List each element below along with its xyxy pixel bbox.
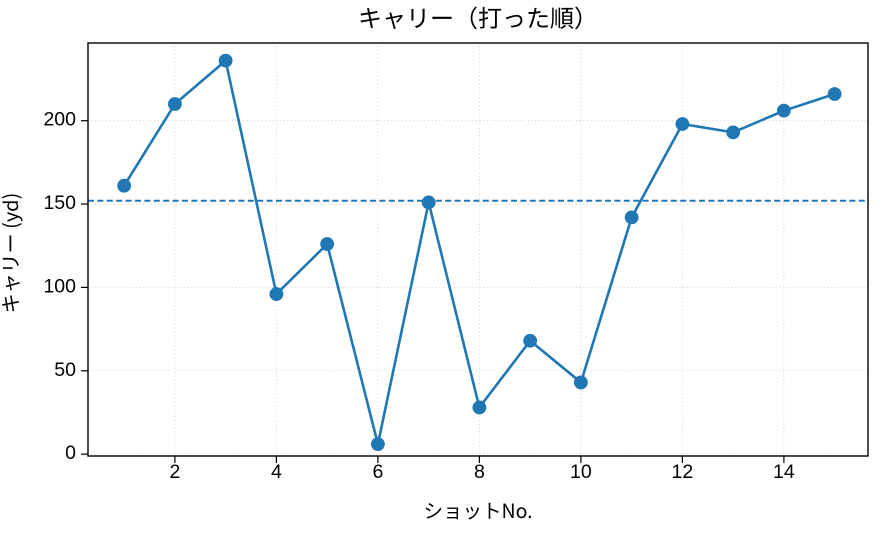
svg-text:ショットNo.: ショットNo. <box>423 495 532 524</box>
svg-text:キャリー（打った順）: キャリー（打った順） <box>358 0 598 34</box>
svg-text:10: 10 <box>570 461 592 483</box>
svg-text:150: 150 <box>43 192 76 214</box>
svg-text:6: 6 <box>372 461 383 483</box>
svg-text:キャリー (yd): キャリー (yd) <box>0 193 24 314</box>
svg-text:4: 4 <box>271 461 282 483</box>
svg-text:12: 12 <box>672 461 694 483</box>
svg-text:50: 50 <box>54 359 76 381</box>
svg-text:2: 2 <box>169 461 180 483</box>
svg-text:200: 200 <box>43 109 76 131</box>
svg-text:14: 14 <box>773 461 795 483</box>
svg-text:100: 100 <box>43 275 76 297</box>
svg-text:8: 8 <box>474 461 485 483</box>
svg-text:0: 0 <box>65 442 76 464</box>
